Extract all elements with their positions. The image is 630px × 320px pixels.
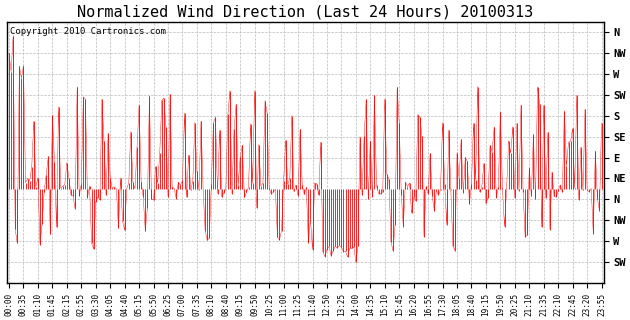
Text: Copyright 2010 Cartronics.com: Copyright 2010 Cartronics.com [10, 27, 166, 36]
Title: Normalized Wind Direction (Last 24 Hours) 20100313: Normalized Wind Direction (Last 24 Hours… [77, 4, 534, 19]
